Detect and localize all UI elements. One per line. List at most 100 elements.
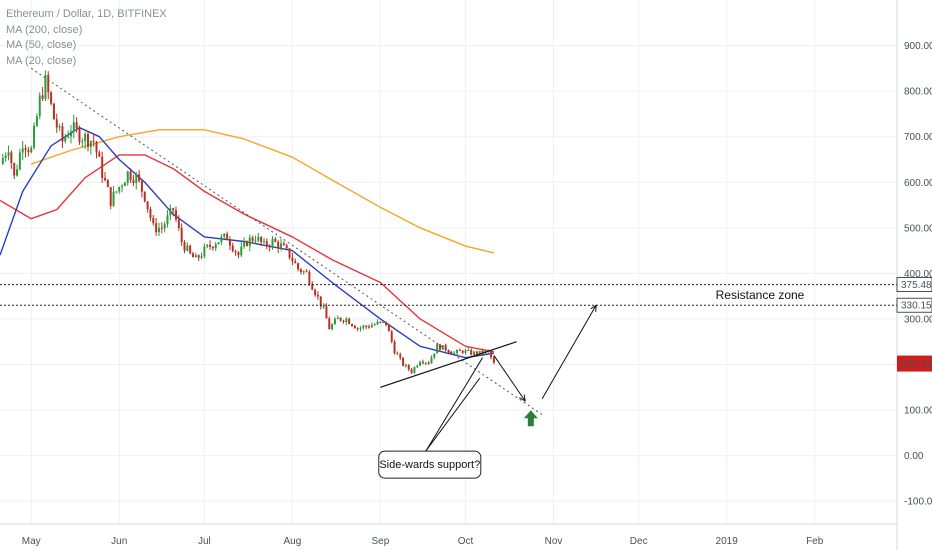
candle-body	[35, 116, 38, 126]
candle-body	[436, 344, 439, 354]
candle-body	[316, 294, 319, 297]
candle-body	[149, 209, 152, 218]
candle-body	[217, 242, 220, 245]
candle-body	[277, 241, 280, 249]
candle-body	[345, 318, 348, 322]
candle-body	[421, 361, 424, 364]
candle-body	[282, 243, 285, 246]
candle-body	[1, 158, 4, 165]
candle-body	[4, 155, 7, 159]
callout-pointer	[425, 377, 481, 452]
candle-body	[175, 210, 177, 220]
candle-body	[404, 364, 407, 366]
candle-body	[299, 269, 302, 273]
candle-body	[271, 238, 274, 248]
legend-ma200[interactable]: MA (200, close)	[6, 24, 82, 36]
y-tick-label: 100.00	[904, 406, 932, 417]
y-tick-label: 0.00	[904, 451, 924, 462]
candle-body	[223, 233, 226, 237]
candle-body	[322, 306, 325, 308]
candle-body	[203, 246, 206, 257]
candle-body	[58, 126, 61, 128]
candle-body	[166, 215, 169, 225]
x-tick-label: Dec	[630, 536, 648, 547]
candle-body	[245, 241, 248, 246]
candle-body	[81, 141, 84, 143]
candle-body	[169, 208, 172, 216]
candle-body	[33, 125, 36, 148]
candle-body	[382, 321, 385, 323]
candle-body	[339, 317, 342, 321]
candle-body	[106, 180, 109, 188]
candle-body	[410, 369, 413, 373]
candle-body	[450, 352, 453, 354]
candle-body	[402, 357, 405, 366]
candle-body	[379, 321, 382, 323]
candle-body	[490, 350, 493, 358]
x-tick-label: Aug	[283, 536, 301, 547]
candle-body	[197, 255, 200, 258]
ma200-line	[30, 129, 495, 254]
candle-body	[75, 122, 78, 129]
candle-body	[433, 353, 436, 358]
level-price-tag	[896, 277, 932, 292]
candle-body	[350, 323, 353, 326]
candle-body	[314, 289, 317, 295]
candle-body	[64, 137, 67, 142]
candle-body	[157, 227, 160, 233]
symbol-title[interactable]: Ethereum / Dollar, 1D, BITFINEX	[6, 8, 167, 20]
candle-body	[214, 244, 217, 249]
candle-body	[311, 283, 314, 290]
candle-body	[376, 321, 379, 325]
candle-body	[84, 134, 87, 142]
ma50-line	[0, 154, 495, 353]
candle-body	[121, 185, 124, 187]
projection-down-arrow	[493, 355, 525, 401]
candle-body	[470, 349, 473, 355]
y-tick-label: 700.00	[904, 132, 932, 143]
candle-body	[427, 362, 430, 364]
candle-body	[67, 136, 70, 138]
candle-body	[444, 345, 447, 351]
candle-body	[413, 367, 416, 373]
candle-body	[104, 178, 107, 181]
y-tick-label: 400.00	[904, 269, 932, 280]
candle-body	[453, 352, 456, 354]
candle-body	[129, 171, 132, 181]
candle-body	[333, 318, 336, 325]
candle-body	[407, 364, 410, 370]
candle-body	[177, 219, 180, 229]
candle-body	[52, 103, 55, 120]
candle-body	[430, 357, 433, 364]
legend-ma50[interactable]: MA (50, close)	[6, 39, 76, 51]
candle-body	[226, 233, 229, 240]
candle-body	[288, 248, 291, 258]
candle-body	[336, 317, 339, 319]
x-tick-label: Sep	[371, 536, 389, 547]
candle-body	[265, 241, 268, 247]
projection-up-arrow	[541, 305, 596, 399]
candle-body	[260, 236, 263, 243]
up-arrow-icon	[523, 410, 538, 427]
x-tick-label: May	[22, 536, 41, 547]
current-price-label: 202.10	[901, 359, 932, 370]
level-price-label: 330.15	[901, 301, 932, 312]
candles	[1, 70, 495, 375]
candle-body	[302, 271, 305, 273]
candle-body	[473, 351, 476, 355]
callout-box	[378, 450, 482, 479]
candle-body	[146, 201, 149, 210]
candle-body	[138, 174, 141, 181]
candle-body	[251, 237, 254, 241]
candle-body	[356, 328, 359, 330]
legend-ma20[interactable]: MA (20, close)	[6, 55, 76, 67]
drawings: Resistance zone Side-wards support?	[0, 67, 897, 479]
candle-body	[61, 126, 64, 142]
candle-body	[192, 253, 195, 258]
level-price-label: 375.48	[901, 280, 932, 291]
candle-body	[234, 250, 237, 253]
candle-body	[13, 163, 16, 176]
